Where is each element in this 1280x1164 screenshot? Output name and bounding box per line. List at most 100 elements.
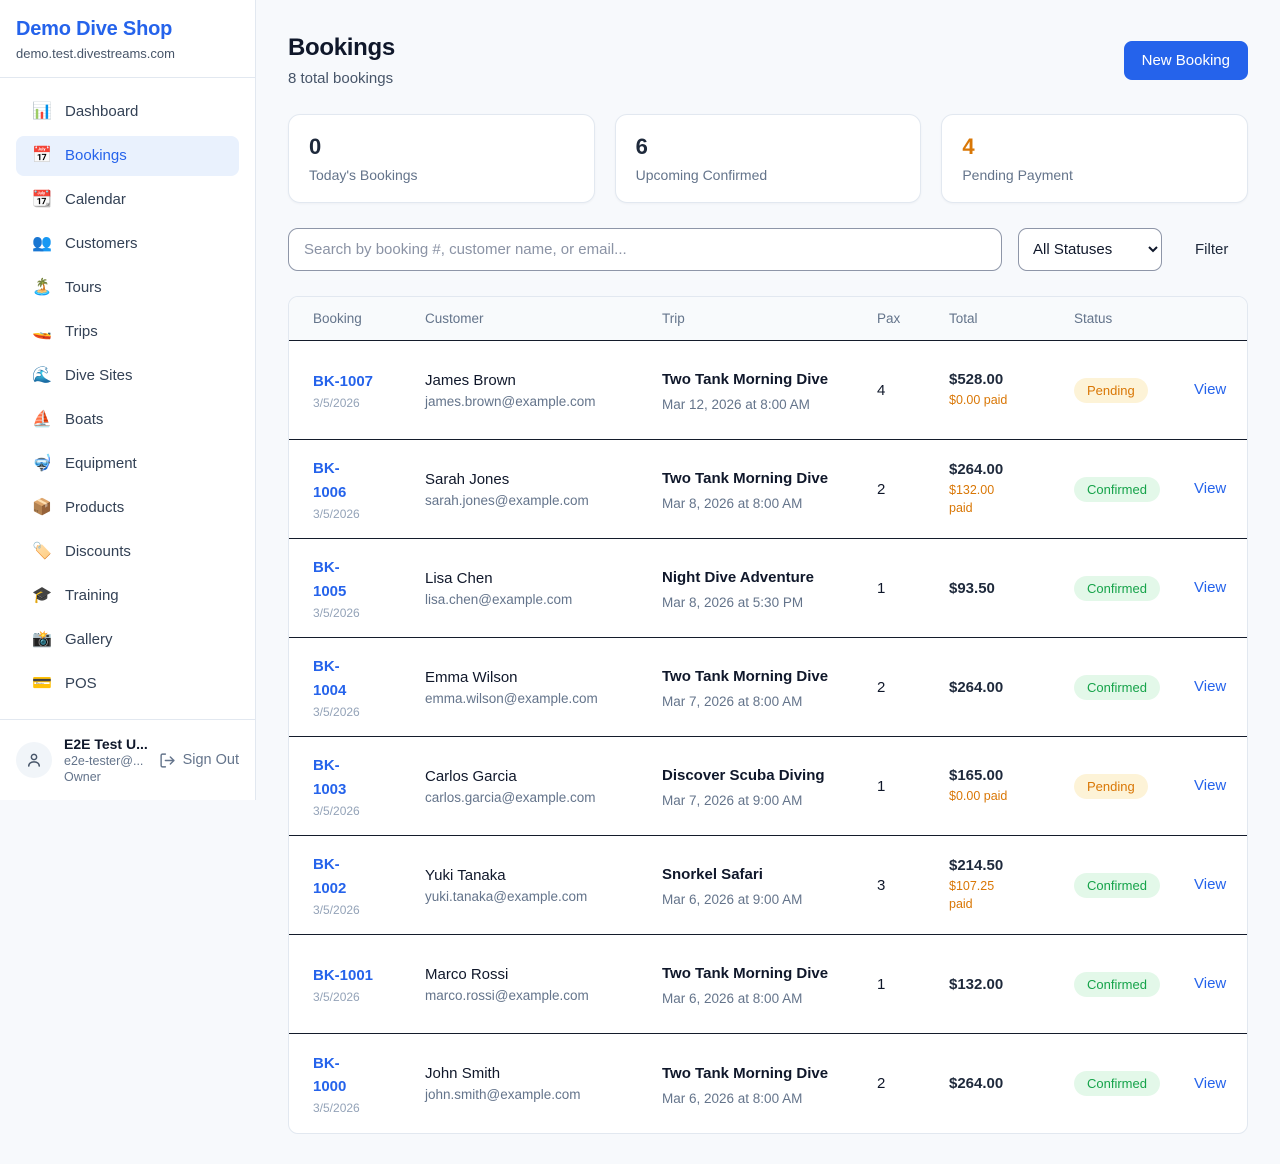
- sidebar-item-calendar[interactable]: 📆 Calendar: [16, 180, 239, 220]
- booking-date: 3/5/2026: [313, 506, 360, 521]
- stat-label: Pending Payment: [962, 167, 1073, 183]
- booking-id-link[interactable]: BK- 1003: [313, 757, 347, 798]
- trip-cell: Two Tank Morning Dive Mar 8, 2026 at 8:0…: [662, 467, 877, 511]
- sidebar-item-label: Equipment: [65, 455, 137, 472]
- view-link[interactable]: View: [1194, 678, 1227, 695]
- customer-name: Yuki Tanaka: [425, 866, 506, 884]
- filter-button[interactable]: Filter: [1195, 241, 1229, 258]
- sidebar-item-label: Customers: [65, 235, 138, 252]
- sign-out-button[interactable]: Sign Out: [159, 752, 239, 769]
- booking-id-link[interactable]: BK-1001: [313, 966, 374, 984]
- graduation-cap-icon: 🎓: [32, 587, 52, 604]
- sidebar-item-pos[interactable]: 💳 POS: [16, 664, 239, 704]
- stats-cards: 0 Today's Bookings 6 Upcoming Confirmed …: [288, 114, 1248, 203]
- booking-date: 3/5/2026: [313, 990, 360, 1005]
- user-meta: E2E Test U... e2e-tester@... Owner: [64, 736, 148, 784]
- trip-datetime: Mar 7, 2026 at 9:00 AM: [662, 793, 803, 808]
- trip-name: Two Tank Morning Dive: [662, 1064, 829, 1082]
- booking-cell: BK- 1005 3/5/2026: [313, 556, 425, 620]
- booking-date: 3/5/2026: [313, 803, 360, 818]
- sidebar-item-training[interactable]: 🎓 Training: [16, 576, 239, 616]
- status-cell: Confirmed: [1074, 971, 1194, 997]
- trip-datetime: Mar 6, 2026 at 8:00 AM: [662, 1090, 803, 1106]
- sidebar-item-dashboard[interactable]: 📊 Dashboard: [16, 92, 239, 132]
- customer-email: marco.rossi@example.com: [425, 987, 589, 1003]
- booking-id-link[interactable]: BK- 1006: [313, 460, 347, 501]
- sidebar-item-label: POS: [65, 675, 97, 692]
- actions-cell: View: [1194, 777, 1240, 795]
- status-cell: Confirmed: [1074, 575, 1194, 601]
- sidebar-item-boats[interactable]: ⛵ Boats: [16, 400, 239, 440]
- sidebar-item-tours[interactable]: 🏝️ Tours: [16, 268, 239, 308]
- sidebar-item-dive-sites[interactable]: 🌊 Dive Sites: [16, 356, 239, 396]
- sidebar-item-label: Dashboard: [65, 103, 139, 120]
- booking-cell: BK- 1004 3/5/2026: [313, 655, 425, 719]
- sidebar-item-label: Tours: [65, 279, 102, 296]
- table-row: BK-1001 3/5/2026 Marco Rossi marco.rossi…: [289, 935, 1247, 1034]
- status-badge: Confirmed: [1074, 674, 1160, 700]
- sidebar-item-label: Bookings: [65, 147, 127, 164]
- status-cell: Pending: [1074, 377, 1194, 403]
- view-link[interactable]: View: [1194, 381, 1227, 398]
- total-amount: $214.50: [949, 857, 1004, 874]
- sidebar-item-discounts[interactable]: 🏷️ Discounts: [16, 532, 239, 572]
- total-cell: $214.50 $107.25 paid: [949, 857, 1074, 913]
- person-icon: [28, 753, 40, 767]
- sidebar-item-bookings[interactable]: 📅 Bookings: [16, 136, 239, 176]
- brand-name: Demo Dive Shop: [16, 18, 173, 40]
- sidebar-item-customers[interactable]: 👥 Customers: [16, 224, 239, 264]
- sidebar-item-trips[interactable]: 🚤 Trips: [16, 312, 239, 352]
- sidebar-item-gallery[interactable]: 📸 Gallery: [16, 620, 239, 660]
- status-cell: Confirmed: [1074, 674, 1194, 700]
- sidebar-item-equipment[interactable]: 🤿 Equipment: [16, 444, 239, 484]
- table-row: BK-1007 3/5/2026 James Brown james.brown…: [289, 341, 1247, 440]
- status-filter-select[interactable]: All Statuses: [1018, 228, 1162, 271]
- paid-amount: $107.25 paid: [949, 879, 995, 911]
- view-link[interactable]: View: [1194, 975, 1227, 992]
- status-cell: Confirmed: [1074, 872, 1194, 898]
- sidebar-item-label: Gallery: [65, 631, 113, 648]
- stat-value: 6: [635, 134, 648, 159]
- view-link[interactable]: View: [1194, 777, 1227, 794]
- total-cell: $264.00: [949, 1075, 1074, 1092]
- booking-id-link[interactable]: BK-1007: [313, 372, 374, 390]
- trip-datetime: Mar 6, 2026 at 9:00 AM: [662, 892, 803, 907]
- booking-id-link[interactable]: BK- 1005: [313, 559, 347, 600]
- total-amount: $264.00: [949, 678, 1004, 696]
- booking-date: 3/5/2026: [313, 704, 360, 719]
- customer-name: Emma Wilson: [425, 668, 518, 686]
- stat-card: 6 Upcoming Confirmed: [614, 114, 922, 203]
- paid-amount: $0.00 paid: [949, 788, 1008, 803]
- sidebar-item-label: Dive Sites: [65, 367, 133, 384]
- customer-cell: Marco Rossi marco.rossi@example.com: [425, 966, 662, 1003]
- trip-datetime: Mar 12, 2026 at 8:00 AM: [662, 397, 810, 412]
- pax-cell: 2: [877, 1075, 886, 1092]
- sidebar: Demo Dive Shop demo.test.divestreams.com…: [0, 0, 256, 800]
- booking-id-link[interactable]: BK- 1002: [313, 856, 347, 897]
- page-subtitle: 8 total bookings: [288, 70, 394, 87]
- view-link[interactable]: View: [1194, 579, 1227, 596]
- booking-id-link[interactable]: BK- 1004: [313, 658, 347, 699]
- status-cell: Confirmed: [1074, 476, 1194, 502]
- status-cell: Pending: [1074, 773, 1194, 799]
- view-link[interactable]: View: [1194, 1074, 1227, 1092]
- booking-id-link[interactable]: BK- 1000: [313, 1054, 347, 1095]
- stat-label: Upcoming Confirmed: [635, 167, 768, 183]
- search-input[interactable]: [288, 228, 1002, 271]
- trip-name: Discover Scuba Diving: [662, 767, 825, 784]
- pax-cell: 1: [877, 975, 886, 993]
- customer-cell: Lisa Chen lisa.chen@example.com: [425, 570, 662, 607]
- pax-cell: 2: [877, 678, 886, 696]
- column-header-booking: Booking: [313, 311, 362, 326]
- user-section: E2E Test U... e2e-tester@... Owner Sign …: [0, 719, 255, 800]
- trip-cell: Night Dive Adventure Mar 8, 2026 at 5:30…: [662, 566, 877, 610]
- status-badge: Confirmed: [1074, 476, 1160, 502]
- view-link[interactable]: View: [1194, 480, 1227, 497]
- trip-cell: Two Tank Morning Dive Mar 7, 2026 at 8:0…: [662, 665, 877, 709]
- sidebar-item-products[interactable]: 📦 Products: [16, 488, 239, 528]
- view-link[interactable]: View: [1194, 876, 1227, 893]
- new-booking-button[interactable]: New Booking: [1123, 41, 1248, 80]
- total-amount: $264.00: [949, 1075, 1004, 1092]
- trip-datetime: Mar 8, 2026 at 5:30 PM: [662, 595, 804, 610]
- sidebar-item-label: Boats: [65, 411, 104, 428]
